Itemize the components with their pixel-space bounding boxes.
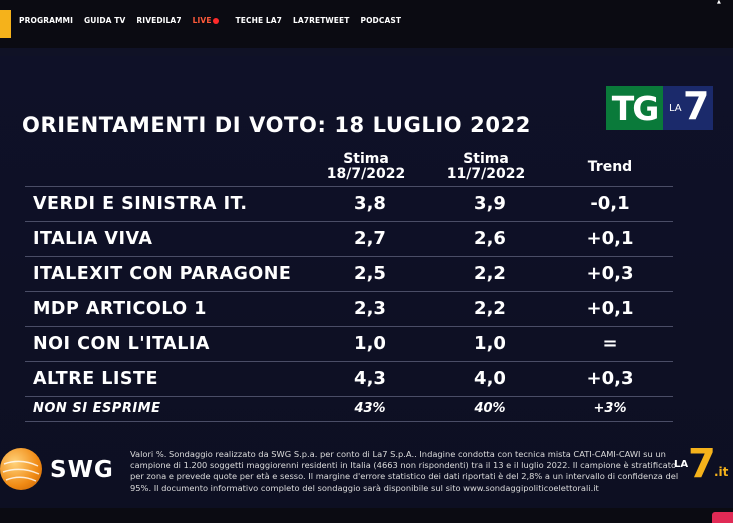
- column-header-stima-11-7: Stima 11/7/2022: [425, 152, 547, 182]
- column-header-trend: Trend: [587, 159, 633, 175]
- row-trend: +0,3: [586, 368, 634, 389]
- bottom-strip: [0, 508, 733, 523]
- tg-la7-logo: TG LA 7: [606, 84, 713, 130]
- header-band: [0, 48, 733, 56]
- la7-corner-seven: 7: [688, 441, 716, 487]
- nav-item-live[interactable]: LIVE: [193, 16, 225, 25]
- row-trend: =: [602, 333, 618, 354]
- swg-logo: SWG: [0, 444, 120, 494]
- nav-item-teche-la7[interactable]: TECHE LA7: [235, 16, 283, 25]
- row-trend: +3%: [593, 401, 627, 416]
- tg-logo-text: TG: [606, 86, 663, 130]
- row-value-18-7: 2,7: [354, 228, 386, 249]
- row-value-18-7: 4,3: [354, 368, 386, 389]
- row-label: NON SI ESPRIME: [33, 401, 161, 416]
- row-trend: -0,1: [590, 193, 630, 214]
- column-header-line: Stima: [463, 151, 509, 167]
- row-value-11-7: 3,9: [474, 193, 506, 214]
- la7-logo-block: LA 7: [663, 84, 713, 130]
- row-label: NOI CON L'ITALIA: [33, 334, 210, 354]
- table-row: VERDI E SINISTRA IT. 3,8 3,9 -0,1: [25, 186, 673, 219]
- swg-logo-text: SWG: [50, 457, 114, 483]
- column-header-line: 18/7/2022: [326, 166, 406, 182]
- row-label: ITALEXIT CON PARAGONE: [33, 264, 292, 284]
- row-value-11-7: 2,6: [474, 228, 506, 249]
- row-value-18-7: 43%: [354, 401, 386, 416]
- row-trend: +0,3: [586, 263, 634, 284]
- live-dot-icon: [212, 17, 219, 24]
- row-label: VERDI E SINISTRA IT.: [33, 194, 248, 214]
- live-label: LIVE: [192, 16, 212, 25]
- table-row: ITALEXIT CON PARAGONE 2,5 2,2 +0,3: [25, 256, 673, 289]
- table-row: MDP ARTICOLO 1 2,3 2,2 +0,1: [25, 291, 673, 324]
- page-title: ORIENTAMENTI DI VOTO: 18 LUGLIO 2022: [22, 113, 532, 137]
- table-row: ITALIA VIVA 2,7 2,6 +0,1: [25, 221, 673, 254]
- red-corner-badge[interactable]: [712, 512, 733, 523]
- nav-item-guida-tv[interactable]: GUIDA TV: [84, 16, 126, 25]
- la7-logo-tab[interactable]: [0, 10, 11, 38]
- table-row-non-si-esprime: NON SI ESPRIME 43% 40% +3%: [25, 396, 673, 422]
- row-value-11-7: 4,0: [474, 368, 506, 389]
- la7-corner-la: LA: [674, 459, 689, 470]
- top-navigation-bar: PROGRAMMI GUIDA TV RIVEDILA7 LIVE TECHE …: [0, 0, 733, 48]
- row-value-11-7: 2,2: [474, 298, 506, 319]
- row-value-11-7: 2,2: [474, 263, 506, 284]
- nav-item-rivedila7[interactable]: RIVEDILA7: [136, 16, 182, 25]
- row-label: ITALIA VIVA: [33, 229, 153, 249]
- row-value-18-7: 2,5: [354, 263, 386, 284]
- column-header-line: Stima: [343, 151, 389, 167]
- share-icon[interactable]: ▲: [717, 0, 721, 5]
- la7-logo-la: LA: [669, 103, 682, 114]
- row-label: ALTRE LISTE: [33, 369, 158, 389]
- row-value-11-7: 40%: [474, 401, 506, 416]
- nav-item-programmi[interactable]: PROGRAMMI: [19, 16, 74, 25]
- methodology-footnote: Valori %. Sondaggio realizzato da SWG S.…: [130, 449, 679, 493]
- column-header-line: 11/7/2022: [446, 166, 526, 182]
- column-header-stima-18-7: Stima 18/7/2022: [305, 152, 427, 182]
- row-value-18-7: 2,3: [354, 298, 386, 319]
- main-nav: PROGRAMMI GUIDA TV RIVEDILA7 LIVE TECHE …: [19, 16, 412, 25]
- row-value-18-7: 3,8: [354, 193, 386, 214]
- row-value-11-7: 1,0: [474, 333, 506, 354]
- table-row: ALTRE LISTE 4,3 4,0 +0,3: [25, 361, 673, 394]
- table-row: NOI CON L'ITALIA 1,0 1,0 =: [25, 326, 673, 359]
- row-trend: +0,1: [586, 228, 634, 249]
- row-value-18-7: 1,0: [354, 333, 386, 354]
- row-label: MDP ARTICOLO 1: [33, 299, 207, 319]
- row-trend: +0,1: [586, 298, 634, 319]
- la7-corner-it: .it: [714, 465, 729, 479]
- la7-it-corner-logo: LA 7 .it: [674, 441, 733, 487]
- swg-globe-lines-icon: [2, 460, 40, 482]
- broadcast-frame: [0, 56, 733, 523]
- nav-item-podcast[interactable]: PODCAST: [360, 16, 402, 25]
- la7-logo-seven: 7: [683, 84, 710, 128]
- nav-item-la7retweet[interactable]: LA7RETWEET: [293, 16, 350, 25]
